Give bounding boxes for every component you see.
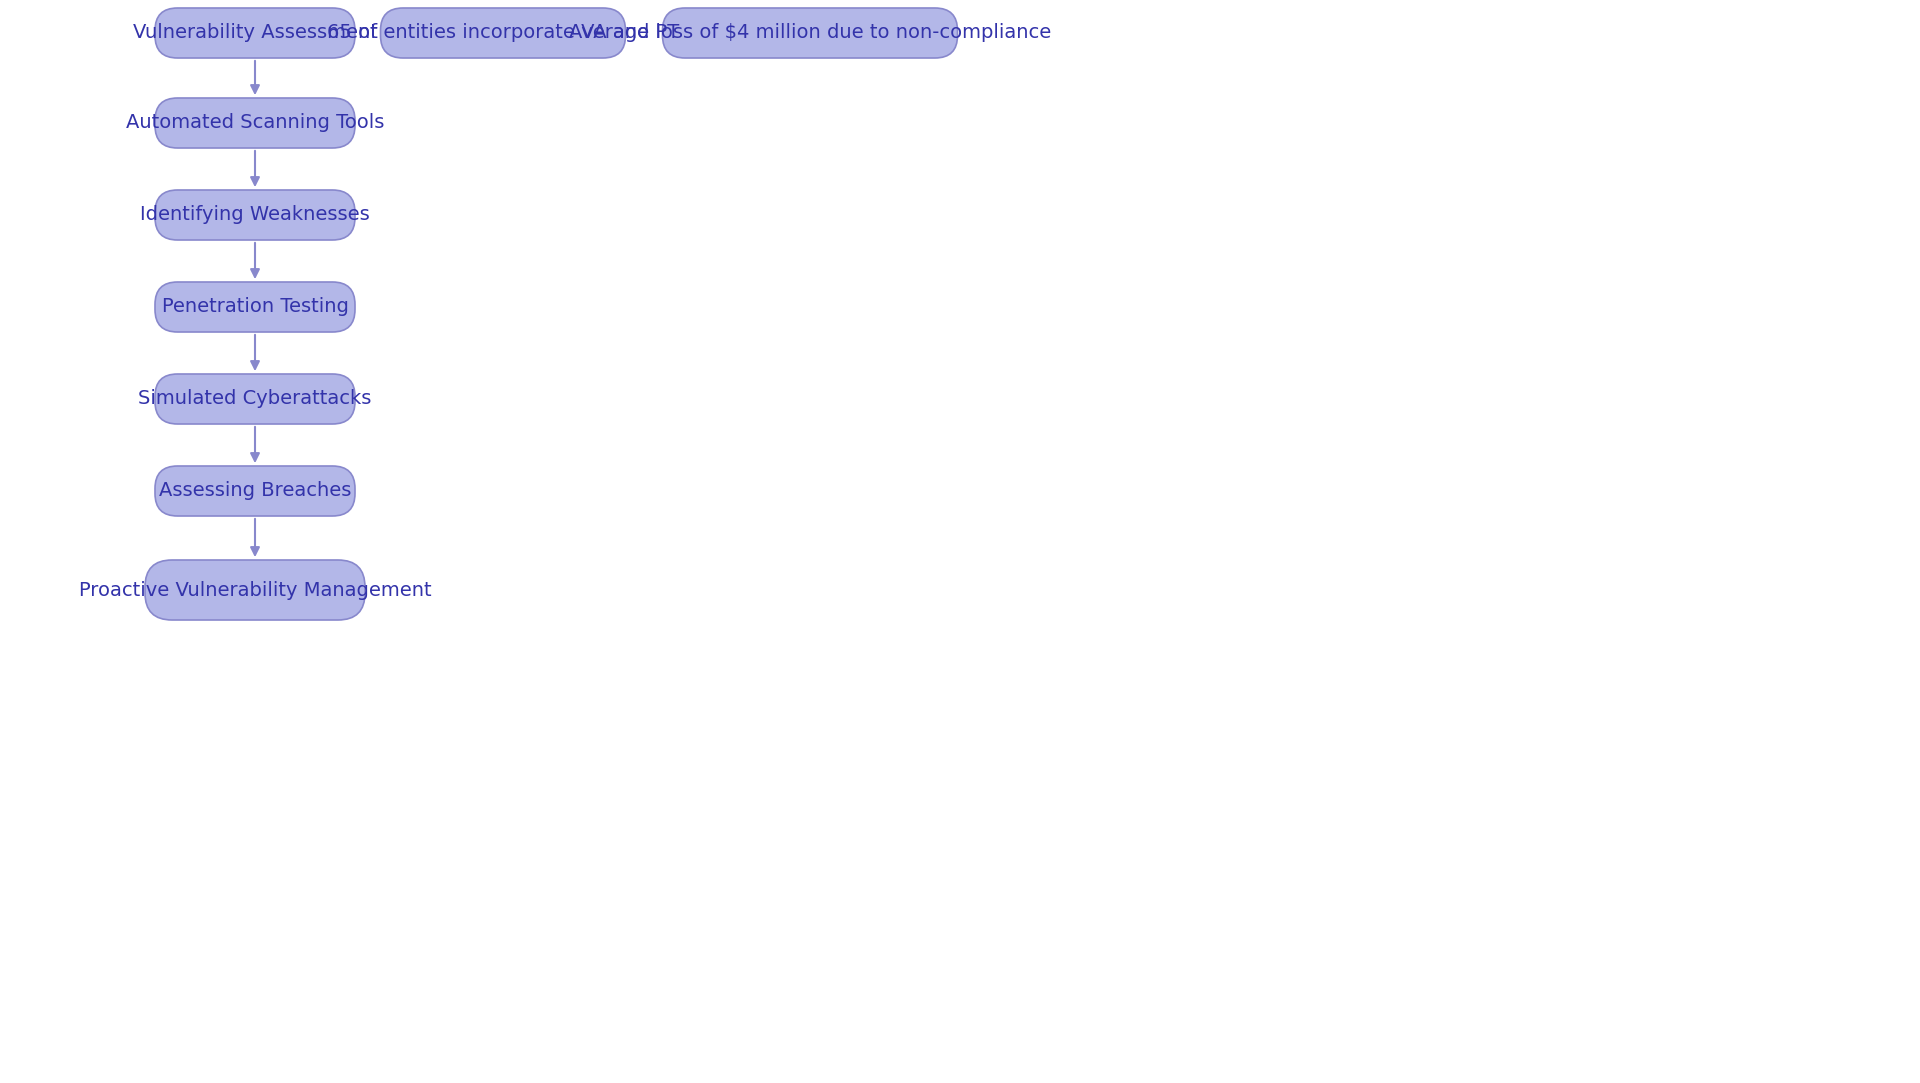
FancyBboxPatch shape [662,8,958,58]
FancyBboxPatch shape [156,466,355,516]
Text: Identifying Weaknesses: Identifying Weaknesses [140,206,371,224]
Text: 65 of entities incorporate VA and PT: 65 of entities incorporate VA and PT [326,24,680,42]
Text: Average loss of $4 million due to non-compliance: Average loss of $4 million due to non-co… [568,24,1050,42]
FancyBboxPatch shape [156,8,355,58]
FancyBboxPatch shape [156,374,355,425]
FancyBboxPatch shape [156,97,355,148]
FancyBboxPatch shape [380,8,626,58]
Text: Automated Scanning Tools: Automated Scanning Tools [127,114,384,132]
FancyBboxPatch shape [156,190,355,240]
Text: Penetration Testing: Penetration Testing [161,298,348,316]
FancyBboxPatch shape [156,282,355,332]
Text: Assessing Breaches: Assessing Breaches [159,482,351,500]
FancyBboxPatch shape [146,560,365,619]
Text: Vulnerability Assessment: Vulnerability Assessment [132,24,378,42]
Text: Simulated Cyberattacks: Simulated Cyberattacks [138,390,372,408]
Text: Proactive Vulnerability Management: Proactive Vulnerability Management [79,580,432,600]
